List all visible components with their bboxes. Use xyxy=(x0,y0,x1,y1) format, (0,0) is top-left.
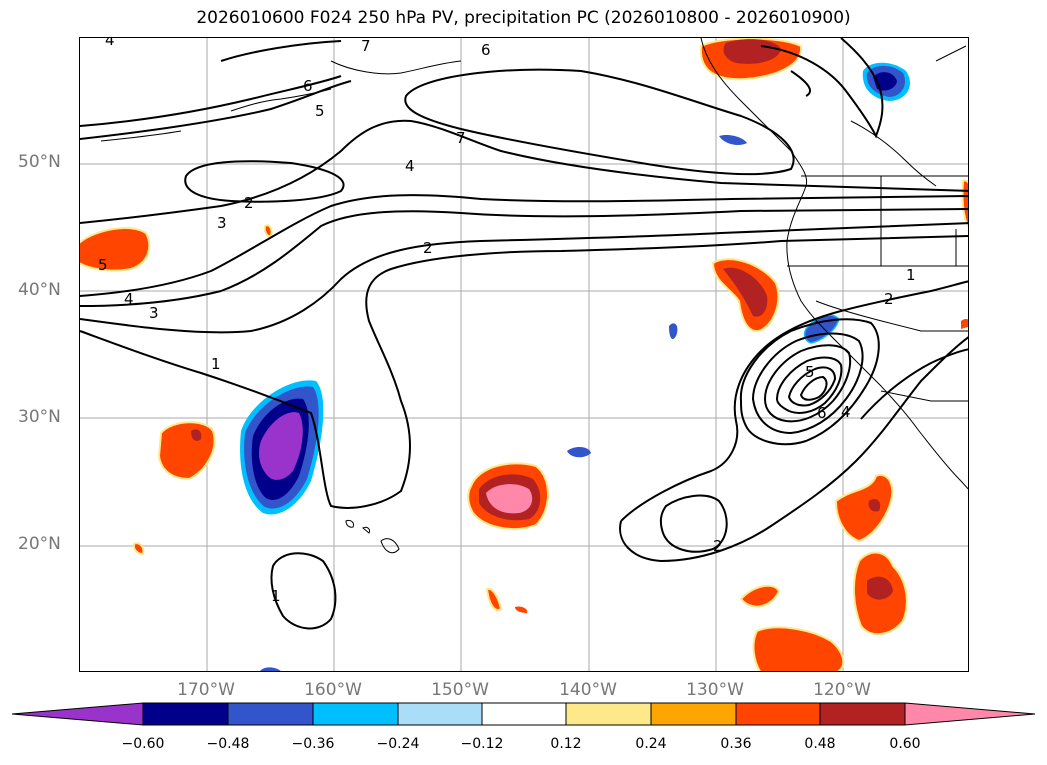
colorbar-extend-high xyxy=(904,702,1036,726)
contour-label: 7 xyxy=(456,129,466,147)
contour-label: 2 xyxy=(423,239,433,257)
colorbar-tick: 0.60 xyxy=(889,736,921,752)
contour-label: 3 xyxy=(149,304,159,322)
precip-negative xyxy=(240,62,910,671)
colorbar-bin xyxy=(227,702,314,726)
colorbar-extend-low xyxy=(11,702,144,726)
contour-label: 7 xyxy=(361,38,371,55)
colorbar-tick: −0.60 xyxy=(121,736,165,752)
contour-label: 5 xyxy=(805,363,815,381)
contour-label: 2 xyxy=(713,537,723,555)
contour-label: 2 xyxy=(244,194,254,212)
lon-label-130w: 130°W xyxy=(686,680,744,700)
colorbar-bin xyxy=(819,702,906,726)
colorbar-tick: 0.12 xyxy=(550,736,582,752)
lon-label-160w: 160°W xyxy=(304,680,362,700)
lat-label-30n: 30°N xyxy=(18,407,61,427)
contour-label: 4 xyxy=(405,157,415,175)
contour-label: 4 xyxy=(841,403,851,421)
contour-label: 5 xyxy=(98,256,108,274)
contour-label: 3 xyxy=(217,214,227,232)
colorbar-tick: 0.48 xyxy=(804,736,836,752)
colorbar-tick: −0.36 xyxy=(291,736,335,752)
contour-label: 4 xyxy=(105,38,115,49)
lat-label-40n: 40°N xyxy=(18,280,61,300)
colorbar-bin xyxy=(397,702,483,726)
colorbar-bin xyxy=(481,702,567,726)
colorbar-bin xyxy=(735,702,821,726)
contour-label-group: 5 4 3 1 3 2 4 7 5 6 6 2 1 2 6 4 5 2 1 4 … xyxy=(98,38,916,605)
map-panel: 5 4 3 1 3 2 4 7 5 6 6 2 1 2 6 4 5 2 1 4 … xyxy=(79,37,969,672)
contour-label: 1 xyxy=(211,355,221,373)
contour-label: 1 xyxy=(271,587,281,605)
lat-label-20n: 20°N xyxy=(18,534,61,554)
colorbar-tick: −0.24 xyxy=(376,736,420,752)
colorbar-bin xyxy=(142,702,229,726)
lon-label-120w: 120°W xyxy=(813,680,871,700)
contour-label: 6 xyxy=(303,77,313,95)
colorbar-tick: 0.24 xyxy=(635,736,667,752)
lon-label-140w: 140°W xyxy=(559,680,617,700)
colorbar-tick: −0.12 xyxy=(460,736,504,752)
contour-label: 5 xyxy=(315,102,325,120)
graticule xyxy=(80,38,968,671)
colorbar-tick: −0.48 xyxy=(206,736,250,752)
contour-label: 6 xyxy=(817,404,827,422)
contour-label: 6 xyxy=(481,41,491,59)
coastlines xyxy=(100,38,968,554)
map-canvas: 5 4 3 1 3 2 4 7 5 6 6 2 1 2 6 4 5 2 1 4 … xyxy=(80,38,968,671)
chart-title: 2026010600 F024 250 hPa PV, precipitatio… xyxy=(196,8,851,28)
lat-label-50n: 50°N xyxy=(18,152,61,172)
contour-label: 1 xyxy=(906,266,916,284)
lon-label-150w: 150°W xyxy=(431,680,489,700)
contour-label: 2 xyxy=(884,290,894,308)
lon-label-170w: 170°W xyxy=(177,680,235,700)
colorbar-bin xyxy=(565,702,652,726)
contour-label: 4 xyxy=(124,290,134,308)
colorbar-bin xyxy=(650,702,737,726)
pv-contours xyxy=(80,38,968,630)
colorbar-tick: 0.36 xyxy=(720,736,752,752)
colorbar-bin xyxy=(312,702,399,726)
